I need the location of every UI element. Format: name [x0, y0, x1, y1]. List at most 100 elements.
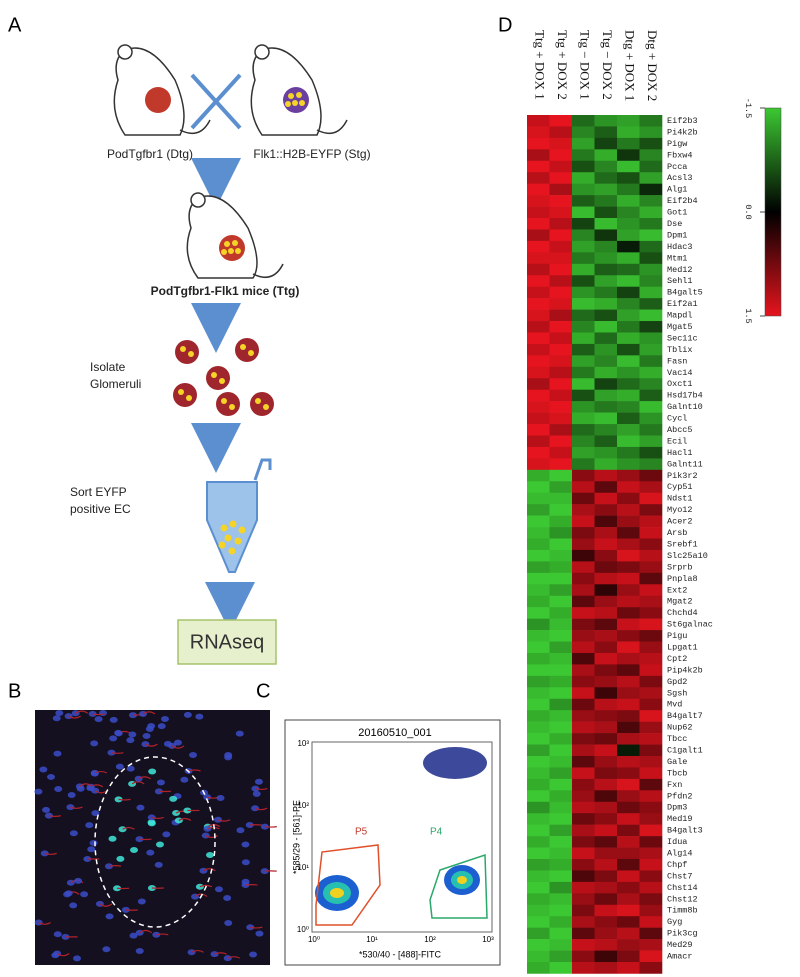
heatmap-cell — [594, 950, 618, 963]
heatmap-cell — [572, 458, 595, 471]
gene-label: Sgsh — [667, 688, 687, 698]
heatmap-cell — [549, 538, 573, 551]
heatmap-cell — [572, 858, 595, 871]
heatmap-cell — [572, 721, 595, 734]
heatmap-cell — [549, 504, 573, 516]
heatmap-cell — [549, 561, 573, 574]
heatmap-cell — [527, 492, 550, 505]
nucleus — [136, 804, 145, 811]
heatmap-cell — [572, 389, 595, 402]
heatmap-cell — [549, 618, 573, 631]
heatmap-cell — [639, 962, 663, 974]
nucleus — [173, 739, 182, 746]
nucleus — [195, 713, 204, 720]
microscopy-image — [34, 710, 277, 965]
heatmap-cell — [617, 962, 640, 974]
gene-label: Alg1 — [667, 185, 687, 195]
heatmap-cell — [527, 893, 550, 906]
heatmap-cell — [617, 160, 640, 173]
heatmap-cell — [572, 962, 595, 974]
gene-label: St6galnac — [667, 620, 713, 630]
heatmap-cell — [527, 881, 550, 894]
heatmap-cell — [617, 401, 640, 413]
vessel — [138, 776, 151, 780]
heatmap-cell — [617, 172, 640, 184]
vessel — [75, 710, 89, 714]
heatmap-cell — [617, 355, 640, 368]
heatmap-cell — [549, 481, 573, 494]
heatmap-cell — [639, 950, 663, 963]
heatmap-cell — [527, 572, 550, 585]
heatmap-cell — [617, 458, 640, 471]
nucleus — [89, 839, 98, 846]
column-label: Ttg − DOX 2 — [600, 30, 615, 100]
heatmap-cell — [617, 767, 640, 780]
heatmap-cell — [527, 183, 550, 196]
heatmap-cell — [549, 446, 573, 459]
heatmap-cell — [549, 778, 573, 791]
heatmap-cell — [594, 206, 618, 219]
heatmap-cell — [572, 137, 595, 150]
heatmap-cell — [617, 206, 640, 219]
gene-label: Pfdn2 — [667, 791, 693, 801]
heatmap-cell — [594, 607, 618, 619]
gene-label: B4galt5 — [667, 288, 703, 298]
heatmap-cell — [639, 755, 663, 768]
heatmap-cell — [549, 515, 573, 528]
heatmap-cell — [639, 218, 663, 230]
nucleus — [98, 710, 107, 717]
colorbar — [764, 107, 782, 317]
cross-icon — [190, 73, 242, 130]
nucleus — [183, 711, 192, 718]
heatmap-cell — [639, 904, 663, 917]
gene-label: Idua — [667, 837, 687, 847]
heatmap-cell — [549, 458, 573, 471]
heatmap-cell — [594, 538, 618, 551]
heatmap-cell — [617, 584, 640, 597]
gene-label: Got1 — [667, 208, 687, 218]
gene-label: Med12 — [667, 265, 693, 275]
heatmap-cell — [617, 801, 640, 814]
heatmap-cell — [572, 652, 595, 665]
heatmap-cell — [617, 687, 640, 700]
vessel — [178, 817, 192, 821]
vessel — [44, 852, 57, 855]
heatmap-cell — [639, 298, 663, 310]
nucleus — [224, 754, 233, 761]
gene-label: Acsl3 — [667, 173, 693, 183]
heatmap-cell — [617, 183, 640, 196]
colorbar-tick-label: 1.5 — [743, 308, 753, 323]
vessel — [108, 865, 122, 867]
heatmap-cell — [639, 527, 663, 539]
heatmap-cell — [572, 630, 595, 642]
heatmap-cell — [572, 950, 595, 963]
heatmap-cell — [549, 218, 573, 230]
heatmap-cell — [527, 412, 550, 425]
heatmap-cell — [527, 263, 550, 276]
panel-label: D — [498, 14, 512, 36]
heatmap-cell — [527, 126, 550, 139]
heatmap-cell — [527, 641, 550, 654]
facs-plot — [311, 741, 493, 933]
vessel — [68, 715, 81, 719]
heatmap-cell — [617, 778, 640, 791]
heatmap-cell — [549, 904, 573, 917]
heatmap-cell — [617, 435, 640, 448]
heatmap-cell — [594, 126, 618, 139]
heatmap-cell — [594, 183, 618, 196]
heatmap-cell — [572, 309, 595, 322]
heatmap-cell — [527, 664, 550, 677]
glomeruli-icon — [173, 338, 274, 416]
heatmap-cell — [572, 240, 595, 253]
heatmap-cell — [617, 229, 640, 242]
heatmap-cell — [639, 206, 663, 219]
heatmap-cell — [527, 240, 550, 253]
gene-label: Abcc5 — [667, 425, 693, 435]
heatmap-cell — [639, 584, 663, 597]
heatmap-cell — [617, 412, 640, 425]
heatmap-cell — [639, 836, 663, 848]
gene-label: Chst7 — [667, 871, 693, 881]
heatmap-cell — [549, 572, 573, 585]
gene-label: Acer2 — [667, 517, 693, 527]
heatmap-cell — [639, 652, 663, 665]
